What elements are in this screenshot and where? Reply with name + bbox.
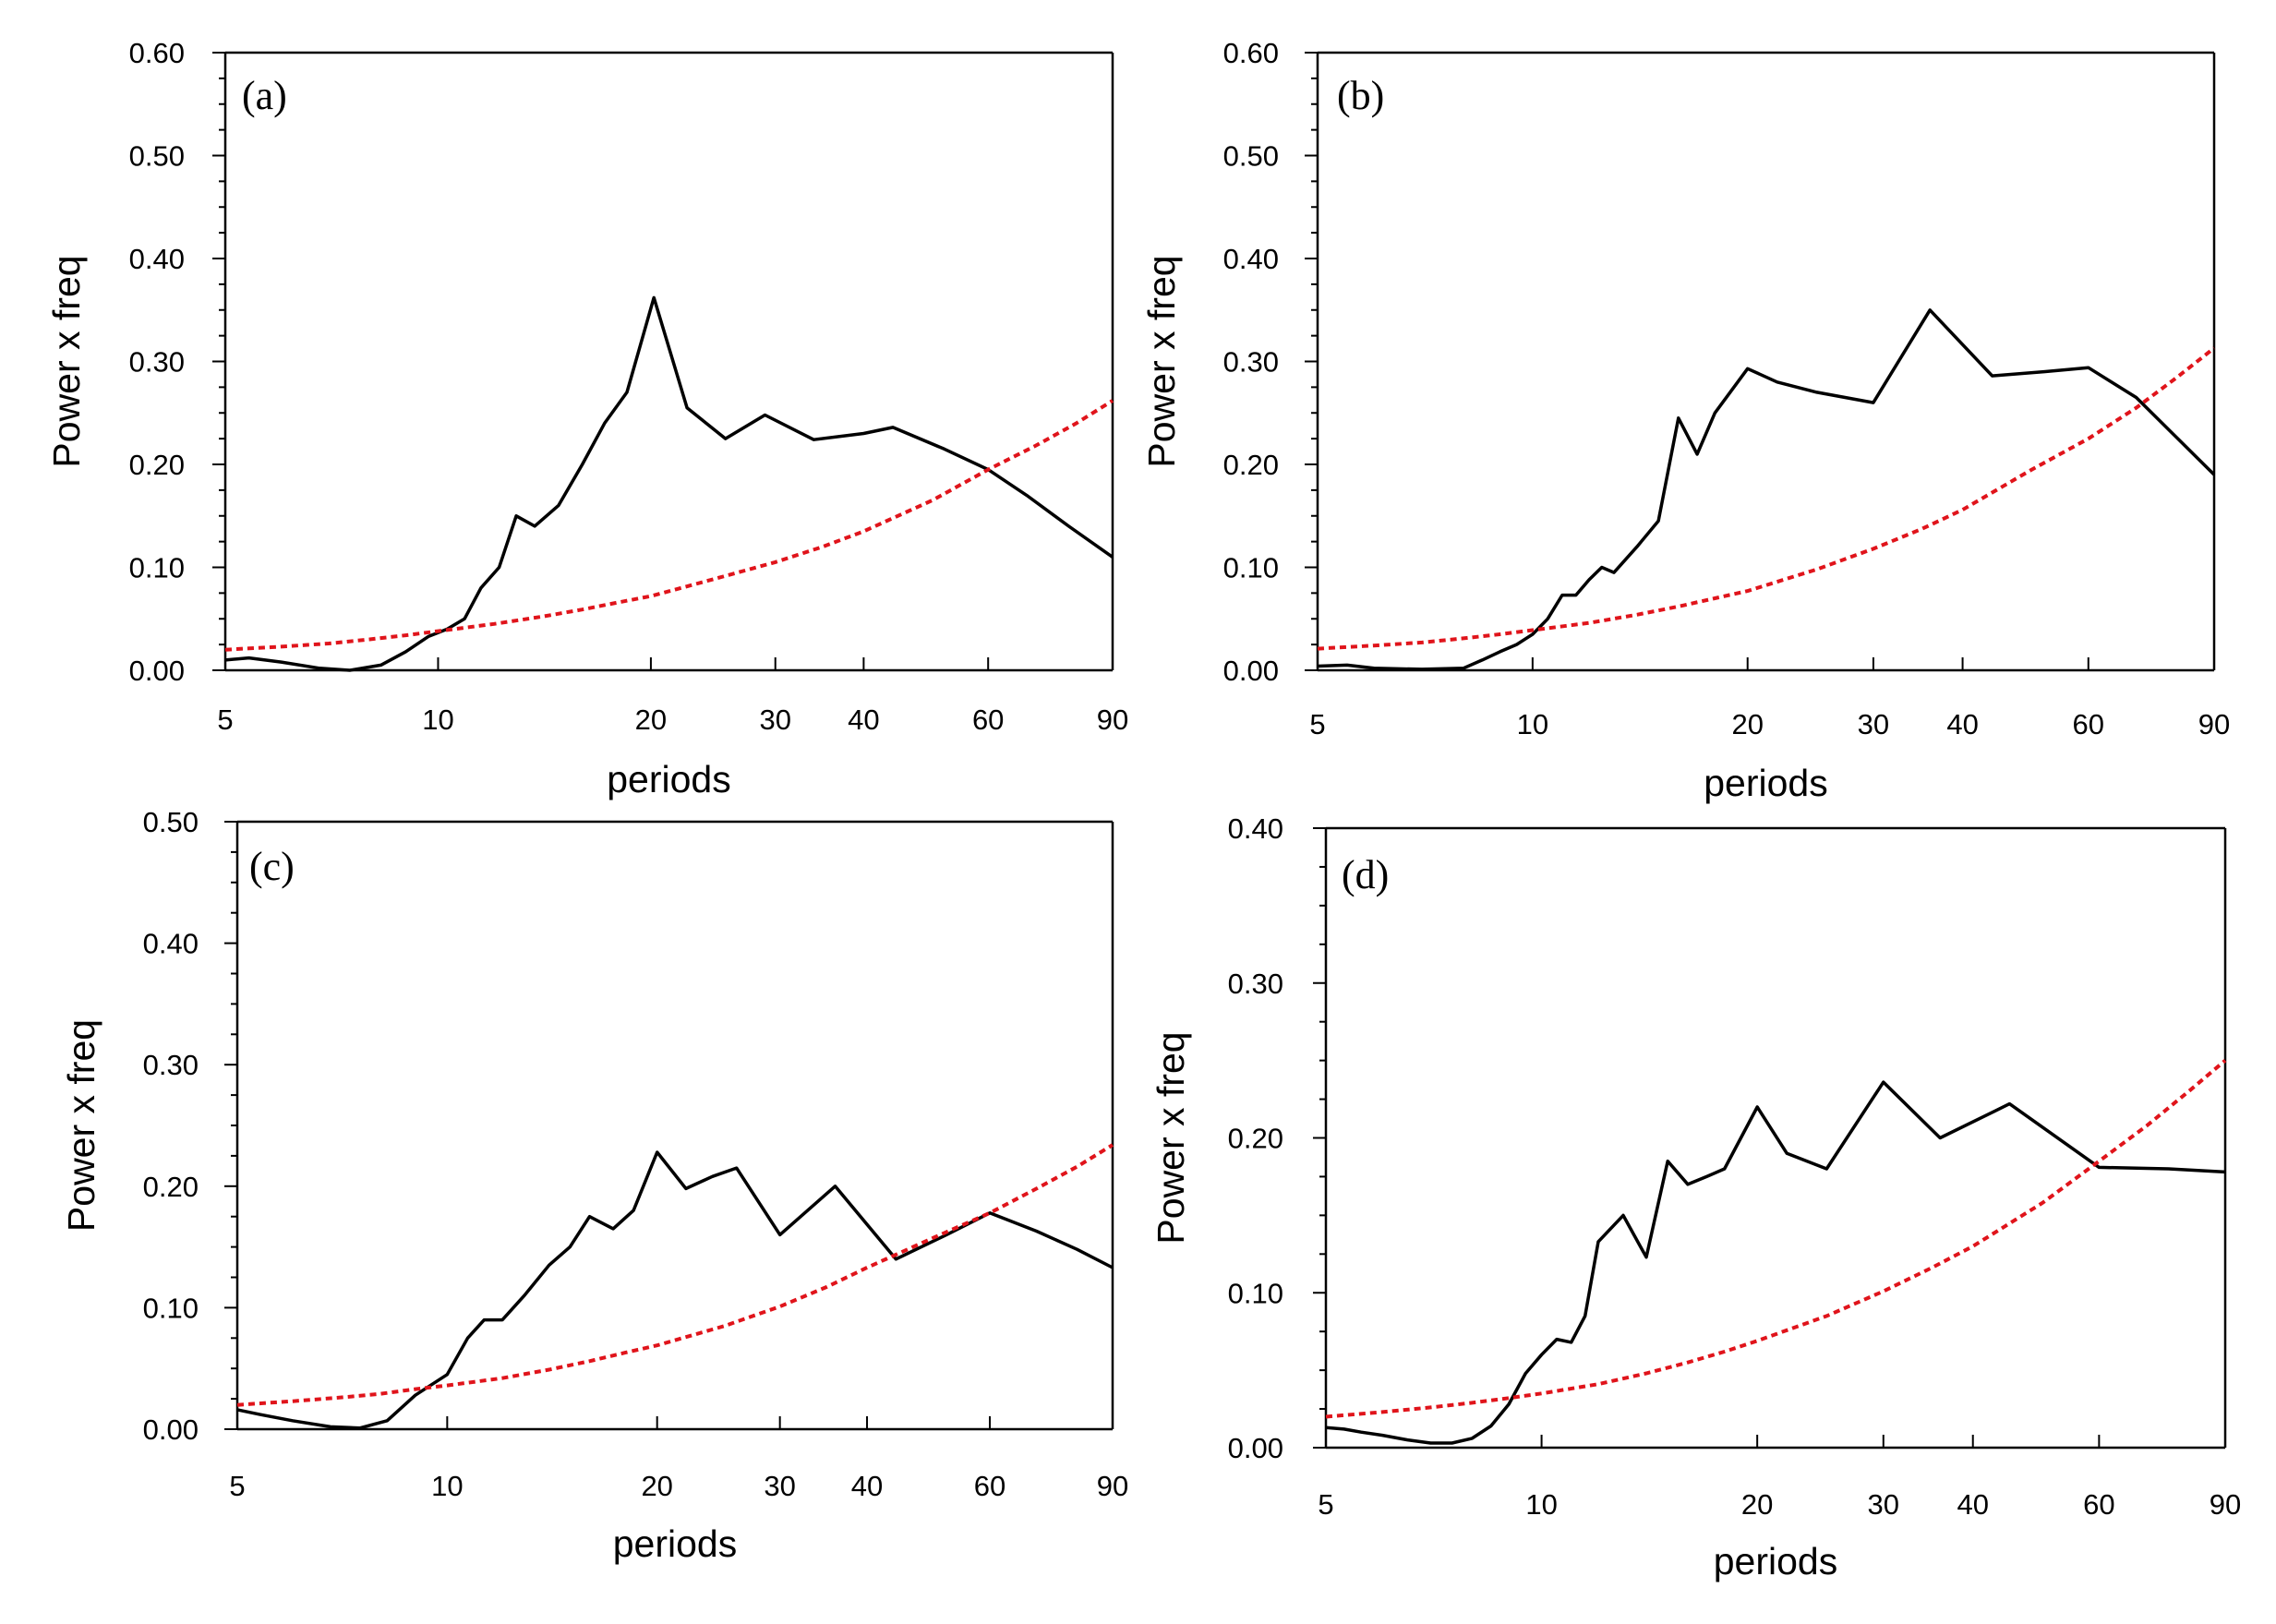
y-tick-label: 0.20 bbox=[1228, 1123, 1283, 1155]
y-axis-title: Power x freq bbox=[45, 255, 88, 467]
x-tick-label: 30 bbox=[1858, 708, 1889, 740]
x-tick-label: 20 bbox=[1741, 1488, 1773, 1521]
x-axis-title: periods bbox=[607, 758, 730, 800]
panel-label: (a) bbox=[242, 73, 287, 118]
x-tick-label: 20 bbox=[641, 1470, 672, 1502]
y-tick-label: 0.20 bbox=[143, 1171, 199, 1203]
y-axis-title: Power x freq bbox=[60, 1019, 102, 1232]
red-noise-line bbox=[1317, 346, 2216, 651]
x-tick-label: 90 bbox=[1097, 1470, 1128, 1502]
y-tick-label: 0.30 bbox=[129, 346, 185, 379]
x-tick-label: 40 bbox=[848, 704, 879, 736]
spectrum-line bbox=[236, 1150, 1114, 1430]
y-tick-label: 0.00 bbox=[143, 1413, 199, 1446]
panel-label: (d) bbox=[1342, 852, 1389, 897]
x-tick-label: 5 bbox=[1309, 708, 1325, 740]
y-tick-label: 0.30 bbox=[1228, 968, 1283, 1000]
spectrum-line bbox=[1317, 308, 2216, 671]
y-axis-title: Power x freq bbox=[1140, 255, 1183, 467]
x-tick-label: 20 bbox=[1731, 708, 1763, 740]
x-tick-label: 5 bbox=[229, 1470, 245, 1502]
x-tick-label: 10 bbox=[422, 704, 453, 736]
x-tick-label: 20 bbox=[635, 704, 667, 736]
y-tick-label: 0.00 bbox=[1223, 655, 1279, 687]
y-axis-title: Power x freq bbox=[1150, 1031, 1192, 1244]
x-tick-label: 5 bbox=[1318, 1488, 1333, 1521]
y-tick-label: 0.10 bbox=[143, 1292, 199, 1324]
y-tick-label: 0.40 bbox=[143, 928, 199, 960]
panel-c: 0.00 0.10 0.20 0.30 0.40 0.50 5 10 20 30 40 60 90 per… bbox=[60, 806, 1128, 1565]
x-axis-title: periods bbox=[1704, 762, 1827, 804]
x-axis-title: periods bbox=[1714, 1540, 1837, 1582]
x-tick-label: 30 bbox=[759, 704, 790, 736]
panel-a: 0.00 0.10 0.20 0.30 0.40 0.50 0.60 5 10 20 30 40 60 9… bbox=[45, 37, 1128, 800]
spectrum-line bbox=[224, 295, 1114, 672]
y-tick-label: 0.50 bbox=[143, 806, 199, 838]
red-noise-line bbox=[1325, 1059, 2227, 1419]
y-tick-label: 0.00 bbox=[1228, 1432, 1283, 1464]
x-tick-label: 10 bbox=[1525, 1488, 1557, 1521]
x-tick-label: 90 bbox=[2210, 1488, 2241, 1521]
y-tick-label: 0.30 bbox=[1223, 346, 1279, 379]
panel-label: (b) bbox=[1337, 73, 1384, 118]
x-tick-label: 90 bbox=[1097, 704, 1128, 736]
y-tick-label: 0.10 bbox=[1223, 552, 1279, 584]
x-tick-label: 40 bbox=[1946, 708, 1978, 740]
x-tick-label: 40 bbox=[851, 1470, 883, 1502]
panel-d: 0.00 0.10 0.20 0.30 0.40 5 10 20 30 40 60 90 periods… bbox=[1150, 812, 2241, 1582]
x-tick-label: 10 bbox=[431, 1470, 463, 1502]
x-tick-label: 10 bbox=[1517, 708, 1548, 740]
y-tick-label: 0.40 bbox=[129, 243, 185, 275]
y-tick-label: 0.10 bbox=[1228, 1277, 1283, 1309]
x-tick-label: 90 bbox=[2198, 708, 2230, 740]
y-tick-label: 0.00 bbox=[129, 655, 185, 687]
x-tick-label: 5 bbox=[217, 704, 233, 736]
x-tick-label: 60 bbox=[972, 704, 1004, 736]
x-tick-label: 60 bbox=[2073, 708, 2104, 740]
y-tick-label: 0.40 bbox=[1223, 243, 1279, 275]
x-tick-label: 60 bbox=[974, 1470, 1006, 1502]
spectrum-line bbox=[1325, 1080, 2226, 1445]
y-tick-label: 0.40 bbox=[1228, 812, 1283, 845]
x-axis-title: periods bbox=[613, 1522, 737, 1565]
y-tick-label: 0.60 bbox=[1223, 37, 1279, 69]
red-noise-line bbox=[236, 1143, 1114, 1407]
y-tick-label: 0.20 bbox=[1223, 449, 1279, 481]
x-tick-label: 40 bbox=[1957, 1488, 1988, 1521]
y-tick-label: 0.50 bbox=[1223, 140, 1279, 173]
x-tick-label: 60 bbox=[2083, 1488, 2114, 1521]
y-tick-label: 0.10 bbox=[129, 552, 185, 584]
y-tick-label: 0.30 bbox=[143, 1049, 199, 1081]
panel-label: (c) bbox=[249, 844, 295, 889]
y-tick-label: 0.50 bbox=[129, 140, 185, 173]
panel-b: 0.00 0.10 0.20 0.30 0.40 0.50 0.60 5 10 20 30 40 60 9… bbox=[1140, 37, 2230, 804]
x-tick-label: 30 bbox=[764, 1470, 795, 1502]
x-tick-label: 30 bbox=[1868, 1488, 1899, 1521]
red-noise-line bbox=[224, 399, 1114, 652]
y-tick-label: 0.20 bbox=[129, 449, 185, 481]
y-tick-label: 0.60 bbox=[129, 37, 185, 69]
